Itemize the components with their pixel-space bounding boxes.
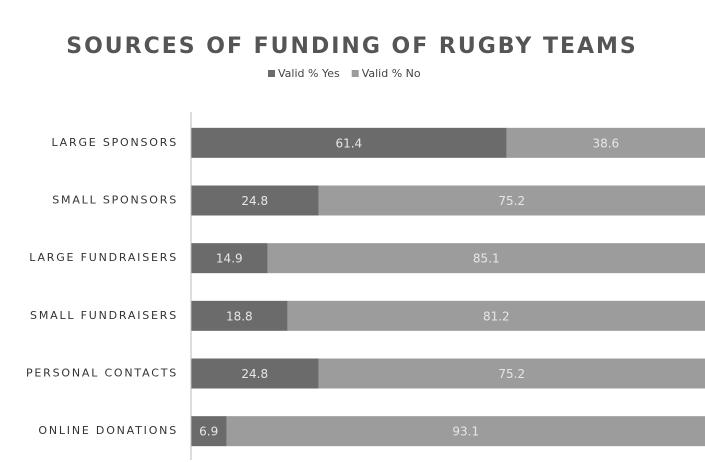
data-label: 24.8 [241,367,268,381]
bar-segment [191,416,227,447]
bar-segment [191,243,268,274]
bar-segment [318,358,705,389]
y-tick-label: SMALL FUNDRAISERS [30,309,178,322]
bar-segment [191,300,288,331]
data-label: 75.2 [498,367,525,381]
legend-label: Valid % Yes [278,67,340,80]
legend-swatch [268,70,275,77]
data-label: 61.4 [335,136,362,150]
data-label: 6.9 [199,425,218,439]
bar-segment [226,416,705,447]
data-label: 14.9 [216,252,243,266]
bar-segment [267,243,705,274]
y-tick-label: LARGE FUNDRAISERS [29,251,178,264]
data-label: 93.1 [452,425,479,439]
bar-segment [191,127,507,158]
y-tick-label: LARGE SPONSORS [52,136,179,149]
chart-title: SOURCES OF FUNDING OF RUGBY TEAMS [66,34,638,59]
legend-swatch [351,70,359,77]
y-tick-label: PERSONAL CONTACTS [26,367,178,380]
data-label: 75.2 [498,194,525,208]
bar-segment [318,185,705,216]
y-tick-label: SMALL SPONSORS [52,194,178,207]
y-tick-label: ONLINE DONATIONS [38,424,178,437]
data-label: 18.8 [226,309,253,323]
bar-segment [287,300,705,331]
bar-segment [191,185,319,216]
data-label: 24.8 [241,194,268,208]
data-label: 38.6 [592,136,619,150]
data-label: 85.1 [473,252,500,266]
data-label: 81.2 [483,309,510,323]
bar-segment [506,127,705,158]
legend-label: Valid % No [362,67,421,80]
bar-segment [191,358,319,389]
